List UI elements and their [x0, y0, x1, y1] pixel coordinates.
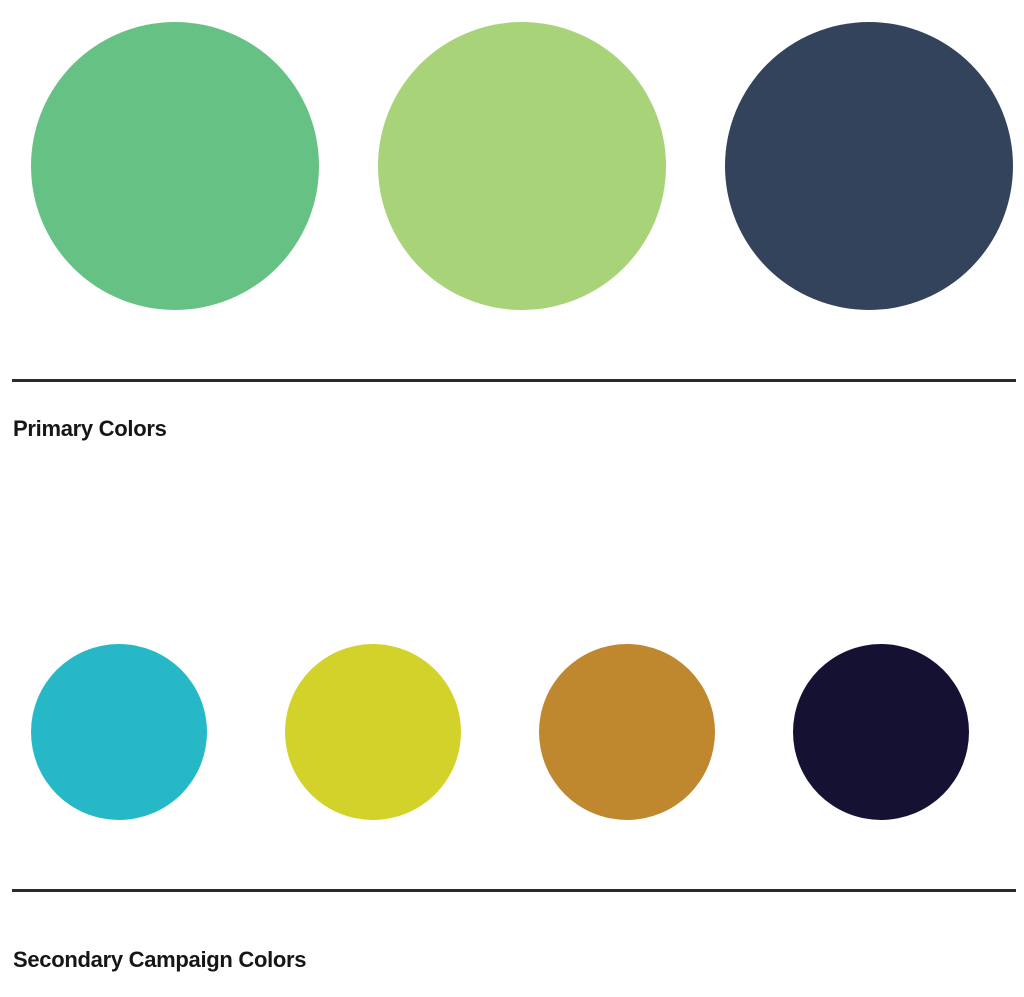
- primary-swatch-green: [31, 22, 319, 310]
- primary-divider: [12, 379, 1016, 382]
- secondary-swatch-yellow: [285, 644, 461, 820]
- secondary-swatch-teal: [31, 644, 207, 820]
- primary-swatch-navy: [725, 22, 1013, 310]
- secondary-swatch-ochre: [539, 644, 715, 820]
- secondary-divider: [12, 889, 1016, 892]
- secondary-swatch-midnight: [793, 644, 969, 820]
- primary-colors-label: Primary Colors: [13, 416, 167, 441]
- secondary-colors-label: Secondary Campaign Colors: [13, 947, 307, 972]
- primary-swatch-light-green: [378, 22, 666, 310]
